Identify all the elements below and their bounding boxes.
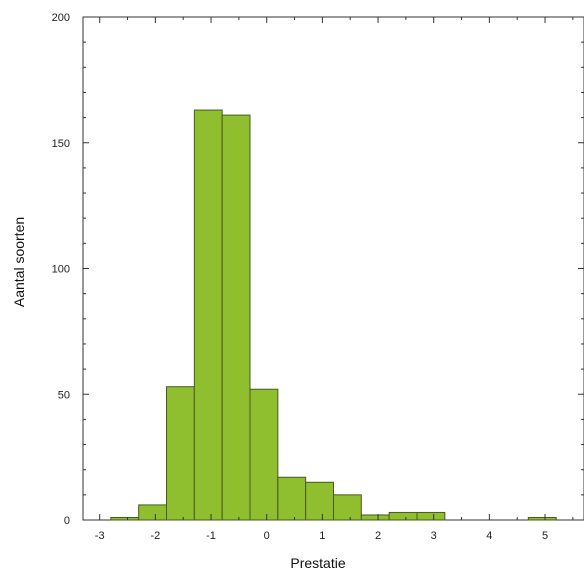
histogram-bar-0 <box>110 516 140 521</box>
y-tick-label-0: 0 <box>64 515 70 527</box>
histogram-bar-10 <box>388 511 418 521</box>
histogram-bar-4 <box>221 114 251 521</box>
y-tick-label-1: 50 <box>58 389 70 401</box>
plot-frame <box>82 16 584 521</box>
x-tick-label-7: 4 <box>486 530 492 542</box>
histogram-bar-6 <box>277 476 307 521</box>
x-axis-title: Prestatie <box>290 555 345 571</box>
histogram-bar-5 <box>249 388 279 521</box>
histogram-bar-11 <box>416 511 446 521</box>
y-tick-label-2: 100 <box>52 264 70 276</box>
x-axis-ticks: -3 -2 -1 0 1 2 3 4 5 <box>95 17 574 542</box>
x-tick-label-6: 3 <box>431 530 437 542</box>
histogram-bar-8 <box>333 494 362 521</box>
y-axis-ticks: 0 50 100 150 200 <box>52 12 584 527</box>
x-tick-label-4: 1 <box>319 530 325 542</box>
y-tick-label-4: 200 <box>52 12 70 24</box>
histogram-bar-7 <box>305 481 334 521</box>
bars-group <box>110 109 557 521</box>
x-tick-label-8: 5 <box>542 530 548 542</box>
x-tick-label-0: -3 <box>95 530 105 542</box>
histogram-bar-2 <box>166 386 195 521</box>
x-tick-label-5: 2 <box>375 530 381 542</box>
histogram-bar-3 <box>193 109 223 521</box>
histogram-bar-9 <box>360 514 390 521</box>
y-tick-label-3: 150 <box>52 138 70 150</box>
histogram-bar-12 <box>527 516 557 521</box>
x-tick-label-2: -1 <box>206 530 216 542</box>
y-axis-title: Aantal soorten <box>11 217 27 307</box>
x-tick-label-1: -2 <box>150 530 160 542</box>
histogram-bar-1 <box>138 504 168 521</box>
x-tick-label-3: 0 <box>264 530 270 542</box>
